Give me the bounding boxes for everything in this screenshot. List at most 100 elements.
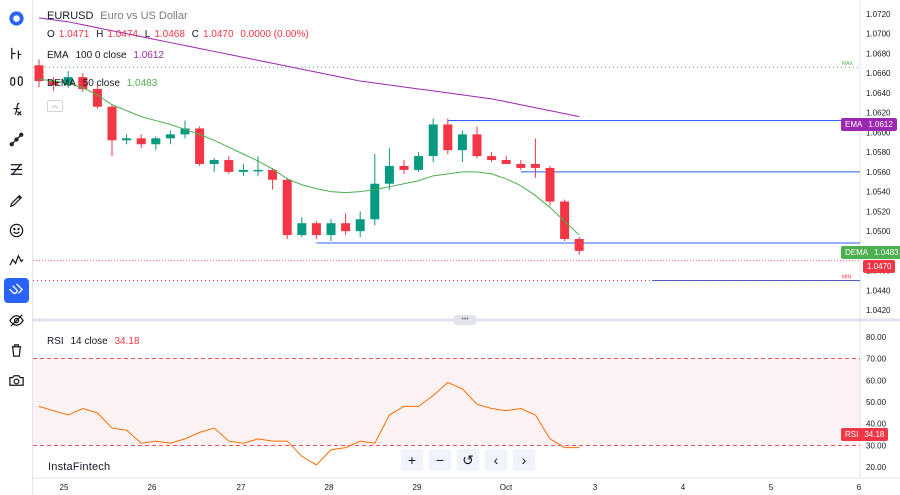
price-tick-label: 1.0500	[866, 227, 891, 236]
rsi-params: 14 close	[70, 336, 108, 347]
ema-price-tag: EMA 1.0612	[841, 118, 897, 131]
price-tick-label: 1.0620	[866, 109, 891, 118]
collapse-legend-button[interactable]: ︿	[47, 100, 63, 112]
trash-icon[interactable]	[4, 338, 29, 363]
rsi-line	[38, 381, 580, 466]
candle-body	[370, 183, 380, 220]
candle-body	[34, 65, 44, 82]
ema-value: 1.0612	[133, 50, 164, 61]
candle-body	[341, 223, 351, 232]
chart-navigation: + − ↺ ‹ ›	[401, 449, 535, 471]
price-tick-label: 1.0600	[866, 128, 891, 137]
reset-chart-button[interactable]: ↺	[457, 449, 479, 471]
candle-body	[414, 156, 424, 170]
candle-body	[487, 156, 497, 161]
date-label: 3	[593, 483, 598, 492]
rsi-tick-label: 30.00	[866, 441, 887, 450]
date-label: 26	[148, 483, 157, 492]
candle-body	[457, 134, 467, 151]
low-label: L	[144, 29, 151, 40]
candle-body	[165, 134, 175, 139]
candle-body	[151, 138, 161, 145]
price-tick-label: 1.0580	[866, 148, 891, 157]
rsi-tick-label: 60.00	[866, 376, 887, 385]
candle-body	[443, 124, 453, 151]
rsi-tick-label: 80.00	[866, 333, 887, 342]
date-label: 25	[60, 483, 69, 492]
rsi-value: 34.18	[114, 336, 140, 347]
dema-value: 1.0483	[126, 78, 158, 89]
date-label: 27	[237, 483, 246, 492]
candle-body	[311, 223, 321, 236]
magnet-icon[interactable]	[4, 278, 29, 303]
dema-legend[interactable]: DEMA 50 close 1.0483	[47, 78, 161, 89]
candle-body	[268, 169, 278, 180]
rsi-tick-label: 50.00	[866, 398, 887, 407]
candle-body	[92, 88, 102, 107]
rsi-band	[33, 358, 860, 446]
zoom-in-button[interactable]: +	[401, 449, 423, 471]
brand-logo: InstaFintech	[48, 461, 111, 473]
fx-icon[interactable]	[4, 97, 29, 122]
fib-icon[interactable]	[4, 157, 29, 182]
open-value: 1.0471	[58, 29, 90, 40]
close-label: C	[191, 29, 199, 40]
scroll-back-button[interactable]: ‹	[485, 449, 507, 471]
candle-body	[326, 223, 336, 236]
logo-icon[interactable]	[4, 6, 29, 31]
candle-body	[384, 165, 394, 184]
candle-body	[253, 169, 263, 172]
ema-params: 100 0 close	[75, 50, 127, 61]
price-tick-label: 1.0680	[866, 49, 891, 58]
pane-resize-handle[interactable]: •••	[454, 315, 476, 325]
candle-body	[501, 160, 511, 164]
open-label: O	[47, 29, 55, 40]
dema-line	[38, 78, 580, 236]
candle-body	[297, 223, 307, 236]
ema-legend[interactable]: EMA 100 0 close 1.0612	[47, 50, 168, 61]
candle-body	[560, 201, 570, 240]
dema-params: 50 close	[82, 78, 120, 89]
price-tick-label: 1.0560	[866, 168, 891, 177]
candle-icon[interactable]	[4, 69, 29, 94]
min-marker: MIN	[842, 274, 852, 280]
camera-icon[interactable]	[4, 368, 29, 393]
price-tick-label: 1.0640	[866, 89, 891, 98]
zoom-out-button[interactable]: −	[429, 449, 451, 471]
dema-price-tag: DEMA 1.0483	[841, 246, 900, 259]
emoji-icon[interactable]	[4, 218, 29, 243]
max-marker: MAX	[842, 61, 854, 67]
trendline-icon[interactable]	[4, 127, 29, 152]
scroll-forward-button[interactable]: ›	[513, 449, 535, 471]
rsi-legend[interactable]: RSI 14 close 34.18	[47, 336, 144, 347]
price-tick-label: 1.0520	[866, 207, 891, 216]
chart-canvas[interactable]: 1.0720 1.0700 1.0680 1.0660 1.0640 1.0620 1.06…	[33, 0, 900, 495]
current-price-tag: 1.0470	[863, 260, 896, 273]
close-value: 1.0470	[202, 29, 234, 40]
price-tick-label: 1.0440	[866, 286, 891, 295]
price-tick-label: 1.0420	[866, 306, 891, 315]
candle-body	[224, 160, 234, 172]
low-value: 1.0468	[154, 29, 185, 40]
rsi-tick-label: 20.00	[866, 463, 887, 472]
crosshair-icon[interactable]	[4, 41, 29, 66]
ohlc-legend: O 1.0471 H 1.0474 L 1.0468 C 1.0470 0.0000 (…	[47, 29, 313, 40]
rsi-price-tag: RSI 34.18	[841, 428, 889, 441]
pattern-icon[interactable]	[4, 248, 29, 273]
candle-body	[428, 124, 438, 157]
date-label: 5	[769, 483, 774, 492]
candle-body	[530, 163, 540, 168]
date-label: 4	[681, 483, 686, 492]
candle-body	[238, 169, 248, 172]
symbol-legend: EURUSD Euro vs US Dollar	[47, 10, 192, 22]
ema-line	[38, 17, 580, 118]
brush-icon[interactable]	[4, 188, 29, 213]
candle-body	[355, 219, 365, 232]
hide-icon[interactable]	[4, 308, 29, 333]
date-label: 28	[325, 483, 334, 492]
symbol-ticker[interactable]: EURUSD	[47, 10, 94, 22]
candle-body	[78, 77, 88, 89]
price-tick-label: 1.0700	[866, 30, 891, 39]
chart-area[interactable]: 1.0720 1.0700 1.0680 1.0660 1.0640 1.0620 1.06…	[33, 0, 900, 495]
rsi-name: RSI	[47, 336, 64, 347]
